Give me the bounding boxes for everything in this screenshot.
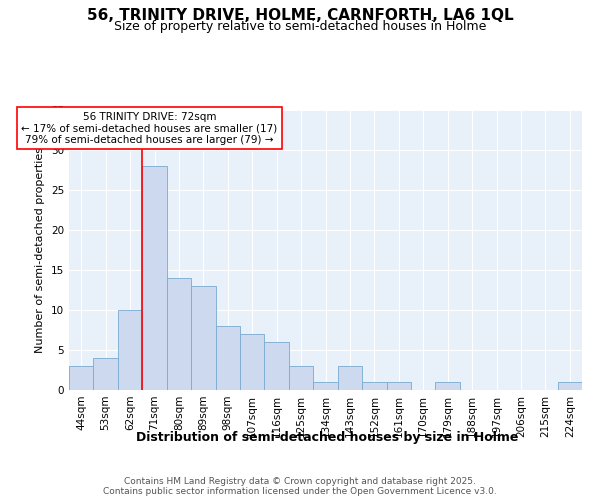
Text: Distribution of semi-detached houses by size in Holme: Distribution of semi-detached houses by … <box>136 431 518 444</box>
Bar <box>436 382 460 390</box>
Bar <box>338 366 362 390</box>
Bar <box>557 382 582 390</box>
Bar <box>289 366 313 390</box>
Bar <box>265 342 289 390</box>
Bar <box>142 166 167 390</box>
Bar <box>362 382 386 390</box>
Bar <box>313 382 338 390</box>
Bar <box>94 358 118 390</box>
Bar <box>240 334 265 390</box>
Text: 56 TRINITY DRIVE: 72sqm
← 17% of semi-detached houses are smaller (17)
79% of se: 56 TRINITY DRIVE: 72sqm ← 17% of semi-de… <box>22 112 278 145</box>
Bar <box>215 326 240 390</box>
Bar <box>69 366 94 390</box>
Text: 56, TRINITY DRIVE, HOLME, CARNFORTH, LA6 1QL: 56, TRINITY DRIVE, HOLME, CARNFORTH, LA6… <box>86 8 514 22</box>
Bar <box>118 310 142 390</box>
Y-axis label: Number of semi-detached properties: Number of semi-detached properties <box>35 147 46 353</box>
Bar <box>386 382 411 390</box>
Text: Contains HM Land Registry data © Crown copyright and database right 2025.
Contai: Contains HM Land Registry data © Crown c… <box>103 476 497 496</box>
Bar <box>167 278 191 390</box>
Bar <box>191 286 215 390</box>
Text: Size of property relative to semi-detached houses in Holme: Size of property relative to semi-detach… <box>114 20 486 33</box>
